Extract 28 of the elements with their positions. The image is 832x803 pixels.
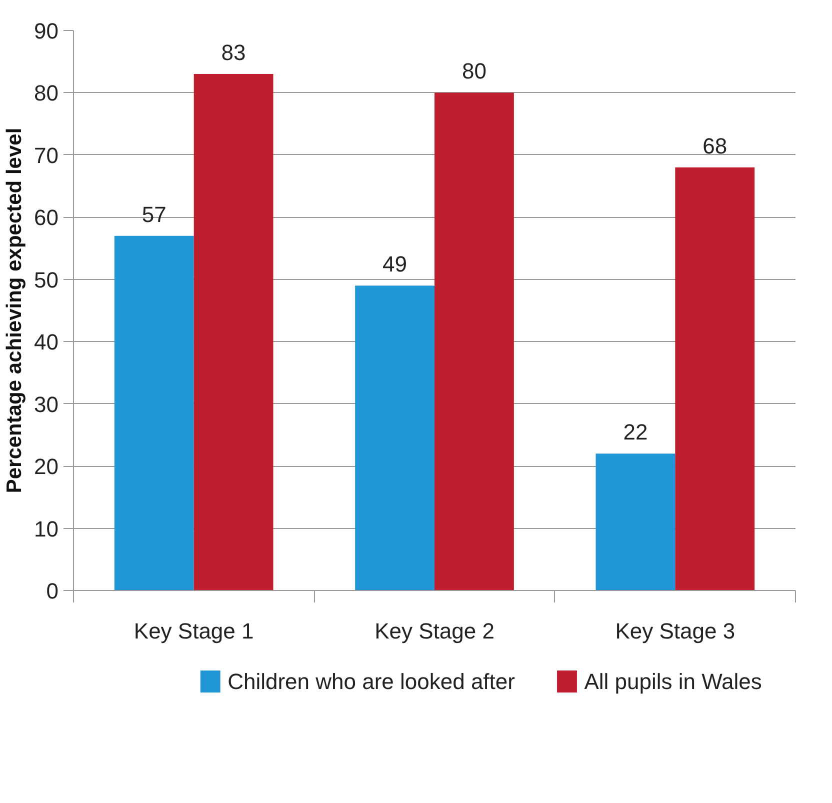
- legend-label: All pupils in Wales: [584, 669, 762, 694]
- y-tick-label: 0: [46, 578, 59, 604]
- y-tick-label: 90: [34, 18, 59, 44]
- legend-label: Children who are looked after: [228, 669, 515, 694]
- y-tick-label: 10: [34, 516, 59, 542]
- x-tick-label: Key Stage 3: [615, 618, 736, 644]
- data-label: 49: [382, 252, 408, 277]
- bar: [355, 286, 434, 590]
- data-label: 68: [702, 133, 728, 158]
- data-label: 22: [623, 420, 648, 445]
- bar: [194, 74, 274, 590]
- y-tick-label: 20: [34, 454, 59, 480]
- bar: [675, 167, 755, 590]
- bar: [434, 92, 514, 590]
- x-tick-label: Key Stage 1: [134, 618, 254, 644]
- y-axis-title: Percentage achieving expected level: [3, 128, 26, 494]
- x-tick-label: Key Stage 2: [374, 618, 494, 644]
- y-tick-label: 50: [34, 267, 59, 292]
- bar: [114, 236, 194, 590]
- y-tick-label: 40: [34, 330, 59, 355]
- y-tick-label: 80: [34, 80, 59, 106]
- y-tick-label: 70: [34, 142, 59, 168]
- y-tick-label: 60: [34, 205, 59, 230]
- data-label: 83: [221, 40, 246, 66]
- data-label: 80: [462, 58, 486, 84]
- data-label: 57: [142, 202, 166, 227]
- y-tick-label: 30: [34, 392, 59, 417]
- bar: [596, 454, 676, 590]
